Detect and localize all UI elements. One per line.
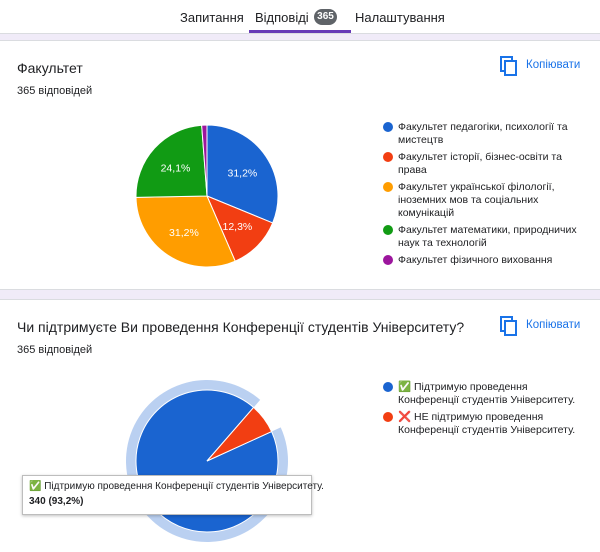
- chart-tooltip: ✅ Підтримую проведення Конференції студе…: [22, 475, 324, 515]
- response-count: 365 відповідей: [17, 344, 93, 356]
- legend-label: ❌ НЕ підтримую проведення Конференції ст…: [398, 411, 576, 436]
- question-card-faculty: Факультет 365 відповідей Копіювати 31,2%…: [0, 40, 600, 290]
- legend-label: Факультет фізичного виховання: [398, 254, 553, 266]
- tooltip-value: 340 (93,2%): [29, 496, 84, 507]
- question-title: Чи підтримуєте Ви проведення Конференції…: [17, 319, 465, 335]
- legend-label: ✅ Підтримую проведення Конференції студе…: [398, 381, 576, 406]
- pie-slice[interactable]: [206, 124, 279, 224]
- response-tabs-bar: Запитання Відповіді 365 Налаштування: [0, 0, 600, 34]
- tab-responses-label: Відповіді: [255, 10, 309, 25]
- question-title: Факультет: [17, 60, 83, 76]
- copy-chart-button[interactable]: Копіювати: [500, 56, 590, 76]
- legend-color-dot: [383, 225, 393, 235]
- legend-color-dot: [383, 255, 393, 265]
- tab-questions[interactable]: Запитання: [180, 10, 244, 25]
- legend-color-dot: [383, 122, 393, 132]
- copy-icon: [500, 316, 517, 336]
- support-pie-chart: 93,2%: [126, 380, 288, 542]
- copy-chart-button[interactable]: Копіювати: [500, 316, 590, 336]
- pie-slice-label: 31,2%: [227, 167, 257, 179]
- pie-slice[interactable]: [135, 195, 236, 268]
- legend-color-dot: [383, 152, 393, 162]
- legend-label: Факультет української філології, іноземн…: [398, 181, 555, 219]
- legend-label: Факультет педагогіки, психології та мист…: [398, 121, 568, 146]
- copy-label: Копіювати: [526, 319, 581, 331]
- tab-settings[interactable]: Налаштування: [355, 10, 445, 25]
- legend-color-dot: [383, 412, 393, 422]
- pie-slice[interactable]: [201, 124, 208, 197]
- tab-responses[interactable]: Відповіді: [249, 0, 351, 33]
- response-count-badge: 365: [314, 9, 337, 25]
- legend-color-dot: [383, 382, 393, 392]
- legend-label: Факультет математики, природничих наук т…: [398, 224, 577, 249]
- pie-slice-label: 31,2%: [169, 227, 199, 239]
- pie-slice[interactable]: [206, 406, 273, 462]
- tooltip-label: ✅ Підтримую проведення Конференції студе…: [29, 481, 324, 492]
- pie-slice-label: 12,3%: [223, 221, 253, 233]
- copy-label: Копіювати: [526, 59, 581, 71]
- legend-label: Факультет історії, бізнес-освіти та прав…: [398, 151, 562, 176]
- pie-slice-label: 24,1%: [161, 162, 191, 174]
- legend-color-dot: [383, 182, 393, 192]
- pie-slice[interactable]: [135, 124, 208, 198]
- faculty-pie-chart: 31,2% 12,3% 31,2% 24,1%: [135, 124, 279, 268]
- response-count: 365 відповідей: [17, 85, 93, 97]
- copy-icon: [500, 56, 517, 76]
